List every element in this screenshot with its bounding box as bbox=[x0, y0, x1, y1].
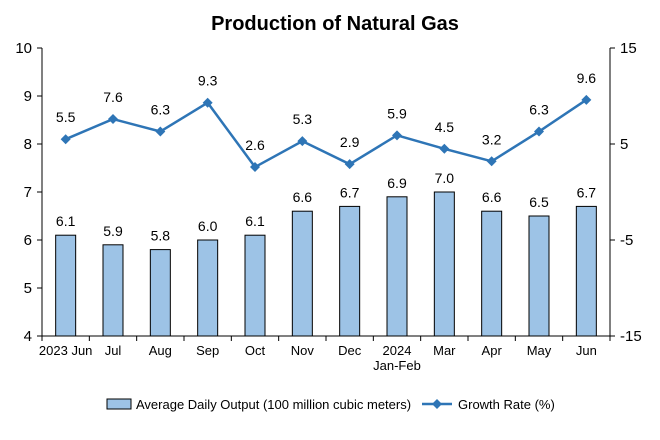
growth-rate-data-label: 5.5 bbox=[56, 109, 76, 125]
legend-diamond-marker bbox=[432, 399, 442, 409]
x-axis-tick-label: Jun bbox=[576, 343, 597, 358]
left-axis-tick-label: 7 bbox=[24, 184, 32, 201]
right-axis-tick-label: -15 bbox=[620, 328, 642, 345]
growth-rate-data-label: 3.2 bbox=[482, 131, 502, 147]
bar bbox=[102, 244, 124, 337]
left-axis-tick-label: 8 bbox=[24, 136, 32, 153]
growth-rate-line bbox=[65, 98, 588, 169]
right-axis-tick-label: 15 bbox=[620, 40, 637, 57]
left-axis-tick-label: 6 bbox=[24, 232, 32, 249]
right-axis-tick-label: -5 bbox=[620, 232, 633, 249]
bar bbox=[528, 215, 550, 337]
growth-rate-data-label: 5.3 bbox=[293, 111, 313, 127]
growth-rate-point bbox=[344, 159, 355, 170]
bar bbox=[339, 205, 361, 337]
growth-rate-point bbox=[297, 136, 308, 147]
legend: Average Daily Output (100 million cubic … bbox=[106, 397, 555, 412]
bar-data-label: 6.7 bbox=[577, 184, 597, 200]
x-axis-tick-label: Jan-Feb bbox=[373, 358, 421, 373]
x-axis-tick-label: Apr bbox=[482, 343, 503, 358]
growth-rate-point bbox=[581, 94, 592, 105]
bar-data-label: 6.0 bbox=[198, 218, 218, 234]
x-axis-tick-label: Mar bbox=[433, 343, 456, 358]
bar-data-label: 7.0 bbox=[435, 170, 455, 186]
growth-rate-point bbox=[155, 126, 166, 137]
growth-rate-point bbox=[108, 114, 118, 125]
bar-data-label: 5.9 bbox=[103, 223, 123, 239]
growth-rate-point bbox=[392, 130, 402, 141]
left-axis-tick-label: 4 bbox=[24, 328, 32, 345]
x-axis-tick-label: Dec bbox=[338, 343, 362, 358]
growth-rate-data-label: 6.3 bbox=[151, 102, 171, 118]
bar bbox=[197, 239, 219, 337]
right-axis-tick-label: 5 bbox=[620, 136, 628, 153]
bar bbox=[291, 210, 313, 337]
bar bbox=[386, 196, 408, 337]
growth-rate-data-label: 2.6 bbox=[245, 137, 265, 153]
legend-label-growth-rate: Growth Rate (%) bbox=[458, 397, 555, 412]
x-axis-tick-label: May bbox=[527, 343, 552, 358]
growth-rate-point bbox=[60, 134, 71, 145]
growth-rate-data-label: 5.9 bbox=[387, 105, 407, 121]
x-axis-tick-label: Aug bbox=[149, 343, 172, 358]
bar-data-label: 6.1 bbox=[245, 213, 265, 229]
left-axis-tick-label: 5 bbox=[24, 280, 32, 297]
bar-data-label: 5.8 bbox=[151, 228, 171, 244]
growth-rate-data-label: 6.3 bbox=[529, 102, 549, 118]
bar-data-label: 6.7 bbox=[340, 184, 360, 200]
legend-bar-swatch bbox=[106, 398, 132, 410]
bar-data-label: 6.5 bbox=[529, 194, 549, 210]
legend-label-average-daily-output: Average Daily Output (100 million cubic … bbox=[136, 397, 411, 412]
bar-data-label: 6.6 bbox=[293, 189, 313, 205]
bar-data-label: 6.6 bbox=[482, 189, 502, 205]
bar bbox=[244, 234, 266, 337]
growth-rate-point bbox=[534, 126, 544, 137]
plot-area: 4 5 6 7 8 9 10 -15 -5 5 15 2023 Jun Jul Aug Sep Oct Nov D… bbox=[15, 40, 641, 373]
bar-data-label: 6.9 bbox=[387, 175, 407, 191]
growth-rate-data-label: 9.3 bbox=[198, 73, 218, 89]
left-axis-tick-label: 10 bbox=[15, 40, 32, 57]
chart-title: Production of Natural Gas bbox=[211, 13, 459, 35]
growth-rate-point bbox=[439, 143, 450, 154]
growth-rate-data-label: 7.6 bbox=[103, 89, 123, 105]
bar bbox=[575, 205, 597, 337]
x-axis-tick-label: Oct bbox=[245, 343, 266, 358]
growth-rate-data-label: 9.6 bbox=[577, 70, 597, 86]
growth-rate-point bbox=[486, 156, 497, 167]
x-axis-tick-label: 2023 Jun bbox=[39, 343, 93, 358]
bar bbox=[55, 234, 77, 337]
bar-data-label: 6.1 bbox=[56, 213, 76, 229]
growth-rate-data-label: 4.5 bbox=[435, 119, 455, 135]
x-axis-tick-label: Sep bbox=[196, 343, 219, 358]
x-axis-tick-label: Jul bbox=[105, 343, 122, 358]
bar bbox=[481, 210, 503, 337]
growth-rate-data-label: 2.9 bbox=[340, 134, 360, 150]
bar bbox=[149, 249, 171, 337]
growth-rate-point bbox=[250, 162, 260, 173]
x-axis-tick-label: Nov bbox=[291, 343, 315, 358]
growth-rate-point bbox=[202, 97, 213, 108]
x-axis-tick-label: 2024 bbox=[383, 343, 412, 358]
bar bbox=[433, 191, 455, 337]
left-axis-tick-label: 9 bbox=[24, 88, 32, 105]
